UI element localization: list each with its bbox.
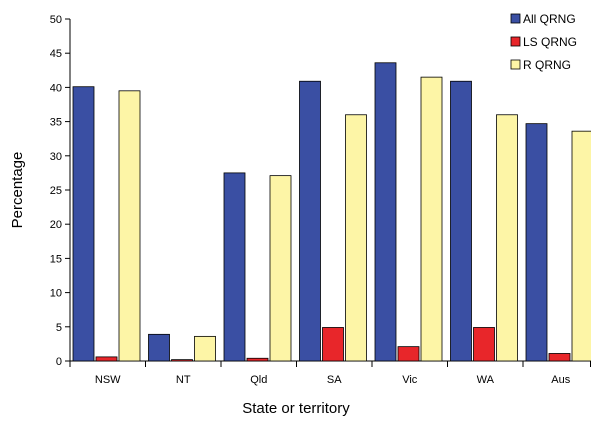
y-tick-label: 50 — [50, 14, 62, 26]
legend-swatch — [510, 59, 521, 70]
bar — [496, 114, 518, 362]
y-tick-label: 5 — [56, 322, 62, 334]
bar — [118, 90, 141, 362]
bar — [299, 80, 321, 362]
bar — [269, 175, 292, 362]
bar — [72, 86, 95, 362]
x-tick-label: Vic — [402, 374, 418, 386]
bar — [171, 359, 193, 362]
bar — [194, 335, 216, 362]
y-axis-title: Percentage — [9, 152, 26, 229]
x-tick-label: SA — [327, 374, 342, 386]
bar — [345, 114, 367, 362]
x-tick-label: NT — [176, 374, 191, 386]
bar-series-group — [72, 62, 591, 362]
legend-label: LS QRNG — [523, 35, 577, 49]
y-tick-label: 15 — [50, 253, 62, 265]
legend-swatch — [510, 36, 521, 47]
bar — [473, 327, 495, 362]
x-axis-title: State or territory — [242, 400, 350, 417]
bar — [322, 327, 344, 362]
y-tick-label: 25 — [50, 185, 62, 197]
y-axis: 0 5 10 15 20 25 30 35 40 45 50 — [50, 14, 71, 368]
x-tick-label: WA — [477, 374, 495, 386]
bar — [374, 62, 397, 362]
y-tick-label: 40 — [50, 82, 62, 94]
y-tick-label: 20 — [50, 219, 62, 231]
bar — [571, 130, 591, 362]
y-tick-label: 35 — [50, 117, 62, 129]
x-tick-label: Aus — [551, 374, 570, 386]
bar — [397, 346, 420, 362]
y-tick-label: 45 — [50, 48, 62, 60]
x-axis: NSW NT Qld SA Vic WA Aus — [69, 360, 591, 386]
legend-label: R QRNG — [523, 58, 571, 72]
bar — [420, 76, 443, 362]
y-tick-label: 0 — [56, 356, 62, 368]
y-tick-label: 10 — [50, 288, 62, 300]
legend-label: All QRNG — [523, 12, 576, 26]
x-tick-label: Qld — [250, 374, 267, 386]
bar — [223, 172, 246, 362]
legend: All QRNG LS QRNG R QRNG — [510, 12, 577, 72]
bar — [148, 333, 170, 362]
bar — [548, 353, 571, 362]
bar — [95, 356, 118, 362]
x-tick-label: NSW — [95, 374, 121, 386]
bar — [525, 123, 548, 362]
bar — [450, 80, 472, 362]
y-tick-label: 30 — [50, 151, 62, 163]
legend-swatch — [510, 13, 521, 24]
bar — [246, 357, 269, 362]
